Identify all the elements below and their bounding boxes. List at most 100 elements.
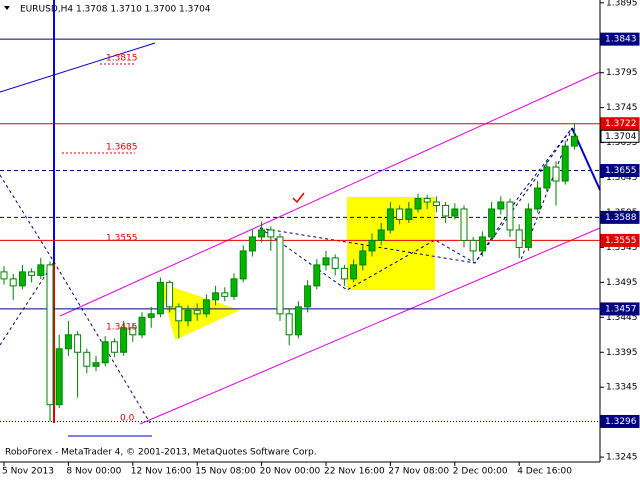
candle-body xyxy=(304,285,312,308)
title-arrow xyxy=(4,6,10,10)
candle-body xyxy=(285,313,293,336)
candle-body xyxy=(0,271,8,280)
candle-body xyxy=(212,292,220,301)
y-tick-label: 1.3645 xyxy=(606,173,638,183)
price-box-label: 1.3457 xyxy=(605,304,637,314)
price-box xyxy=(600,302,640,316)
price-box xyxy=(600,129,640,143)
candle-body xyxy=(423,197,431,203)
y-tick-label: 1.3545 xyxy=(606,243,638,253)
price-box-label: 1.3655 xyxy=(605,166,637,176)
candle-body xyxy=(221,292,229,297)
candle-body xyxy=(147,313,155,318)
price-box xyxy=(600,233,640,247)
candle-body xyxy=(166,281,174,308)
channel-top xyxy=(59,71,601,317)
price-box-label: 1.3555 xyxy=(605,236,637,246)
price-box xyxy=(600,210,640,224)
candle-body xyxy=(64,334,72,350)
price-box xyxy=(600,414,640,428)
candle-body xyxy=(359,250,367,266)
candle-body xyxy=(230,278,238,297)
fib-label: 1.3555 xyxy=(106,234,138,244)
candle-body xyxy=(156,281,164,315)
x-tick-label: 8 Nov 00:00 xyxy=(66,467,121,477)
candle-body xyxy=(129,327,137,336)
candle-body xyxy=(267,229,275,238)
dashed-fan xyxy=(0,174,151,424)
y-tick-label: 1.3895 xyxy=(606,0,638,8)
candle-body xyxy=(322,257,330,266)
chart-title: EURUSD,H4 1.3708 1.3710 1.3700 1.3704 xyxy=(20,5,211,15)
candle-body xyxy=(331,257,339,269)
channel-bottom xyxy=(139,227,601,425)
x-tick-label: 12 Nov 16:00 xyxy=(131,467,192,477)
fib-label: 1.3815 xyxy=(106,54,138,64)
candle-body xyxy=(469,239,477,252)
candle-body xyxy=(432,201,440,206)
price-box-label: 1.3704 xyxy=(605,132,637,142)
candle-body xyxy=(258,229,266,238)
y-tick-label: 1.3795 xyxy=(606,68,638,78)
check-icon xyxy=(292,192,305,204)
fib-label: 0.0 xyxy=(120,414,135,424)
candle-body xyxy=(248,236,256,252)
price-box-label: 1.3588 xyxy=(605,213,637,223)
fib-line xyxy=(0,42,156,93)
price-box-label: 1.3843 xyxy=(605,35,637,45)
candle-body xyxy=(460,208,468,241)
candle-body xyxy=(276,236,284,315)
price-box xyxy=(600,117,640,131)
candle-body xyxy=(239,250,247,280)
y-tick-label: 1.3345 xyxy=(606,383,638,393)
candle-body xyxy=(396,208,404,220)
fib-label: 1.3685 xyxy=(106,143,138,153)
candle-body xyxy=(524,208,532,248)
y-tick-label: 1.3695 xyxy=(606,138,638,148)
y-tick-label: 1.3495 xyxy=(606,278,638,288)
candle-body xyxy=(534,187,542,210)
price-box-label: 1.3722 xyxy=(605,119,637,129)
candle-body xyxy=(193,309,201,315)
candle-body xyxy=(570,135,578,147)
candle-body xyxy=(202,299,210,315)
x-tick-label: 27 Nov 08:00 xyxy=(388,467,449,477)
candle-body xyxy=(515,229,523,248)
candle-body xyxy=(110,341,118,353)
candle-body xyxy=(543,166,551,189)
candle-body xyxy=(414,197,422,210)
candle-body xyxy=(350,264,358,280)
candle-body xyxy=(552,166,560,182)
candle-body xyxy=(294,306,302,336)
x-tick-label: 22 Nov 16:00 xyxy=(324,467,385,477)
fib-label: 1.3415 xyxy=(106,323,138,333)
candle-body xyxy=(377,229,385,241)
candle-body xyxy=(101,341,109,364)
x-tick-label: 4 Dec 16:00 xyxy=(517,467,572,477)
candle-body xyxy=(313,264,321,287)
candle-body xyxy=(478,236,486,252)
candle-body xyxy=(138,316,146,336)
candle-body xyxy=(184,309,192,322)
candle-body xyxy=(120,327,128,353)
candle-body xyxy=(175,306,183,322)
y-tick-label: 1.3445 xyxy=(606,313,638,323)
candle-body xyxy=(37,264,45,276)
candle-body xyxy=(18,271,26,287)
candle-body xyxy=(28,271,36,276)
price-box xyxy=(600,164,640,178)
price-box xyxy=(600,32,640,46)
candle-body xyxy=(561,145,569,182)
price-box-label: 1.3296 xyxy=(605,417,637,427)
candle-body xyxy=(442,204,450,217)
candle-body xyxy=(74,334,82,353)
candle-body xyxy=(405,208,413,220)
y-tick-label: 1.3395 xyxy=(606,348,638,358)
x-tick-label: 20 Nov 00:00 xyxy=(260,467,321,477)
y-tick-label: 1.3745 xyxy=(606,103,638,113)
x-tick-label: 15 Nov 08:00 xyxy=(195,467,256,477)
dashed-fan-2 xyxy=(0,261,55,346)
candle-body xyxy=(386,208,394,231)
candle-body xyxy=(506,201,514,231)
